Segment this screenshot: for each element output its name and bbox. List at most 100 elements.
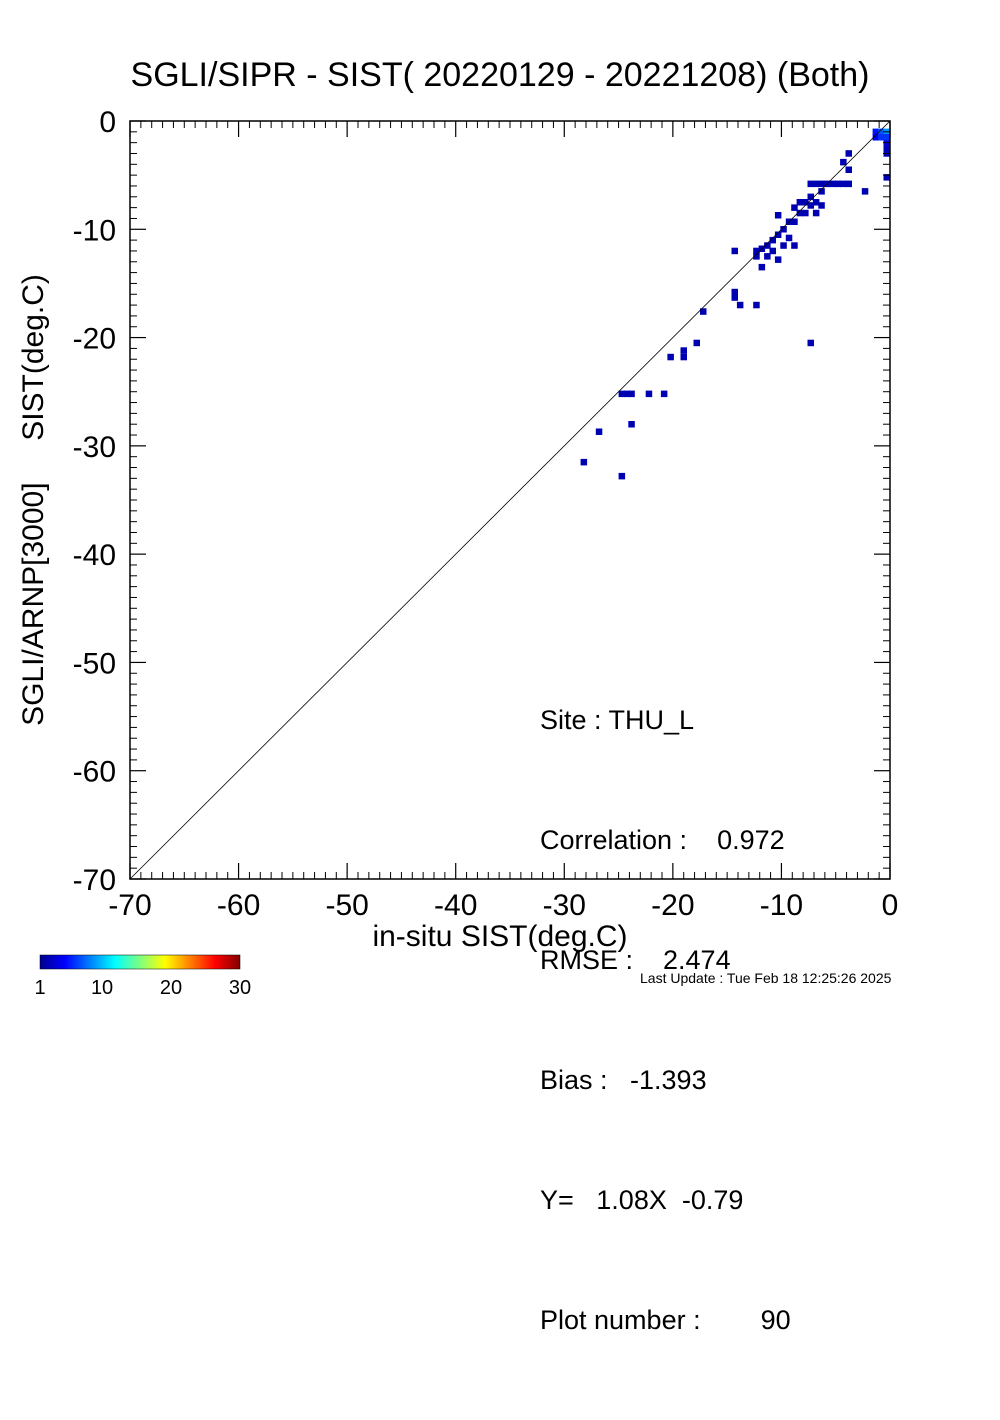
colorbar-label: 30: [229, 977, 251, 999]
heatmap-cell: [693, 339, 700, 347]
chart-title: SGLI/SIPR - SIST( 20220129 - 20221208) (…: [130, 56, 870, 94]
heatmap-cell: [624, 390, 631, 398]
y-tick-label: -60: [73, 756, 116, 789]
colorbar: [39, 954, 241, 970]
x-tick-label: -70: [108, 889, 151, 922]
heatmap-cell: [764, 242, 771, 249]
heatmap-cell: [796, 199, 804, 206]
heatmap-cell: [883, 174, 890, 181]
heatmap-cell: [834, 180, 842, 188]
heatmap-cell: [845, 166, 852, 173]
stat-bias: Bias : -1.393: [540, 1065, 707, 1095]
heatmap-cell: [780, 226, 787, 233]
stat-rmse: RMSE : 2.474: [540, 945, 731, 975]
stat-plot-number: Plot number : 90: [540, 1305, 791, 1335]
x-tick-label: -60: [217, 889, 260, 922]
heatmap-cell: [872, 128, 880, 136]
heatmap-cell: [840, 158, 847, 166]
heatmap-cell: [807, 202, 814, 209]
heatmap-cell: [796, 209, 804, 217]
heatmap-cell: [700, 308, 707, 315]
heatmap-cell: [753, 247, 760, 255]
heatmap-cell: [812, 209, 820, 217]
heatmap-cell: [812, 180, 820, 188]
heatmap-cell: [753, 301, 760, 309]
plot-area: -70 -60 -50 -40 -30 -20 -10 0 -70 -60 -50 -40 -30 -20…: [34, 106, 899, 999]
heatmap-cell: [818, 180, 825, 188]
y-tick-label: -20: [73, 323, 116, 356]
heatmap-cell: [680, 353, 687, 361]
heatmap-cell: [769, 236, 776, 244]
heatmap-cell: [807, 180, 814, 188]
minor-ticks: [130, 121, 890, 879]
heatmap-cell: [769, 247, 776, 255]
heatmap-cell: [883, 144, 890, 152]
heatmap-cell: [645, 390, 653, 398]
y-tick-label: -50: [73, 647, 116, 680]
x-tick-label: -10: [760, 889, 803, 922]
heatmap-cell: [774, 231, 782, 238]
heatmap-cell: [618, 390, 626, 398]
heatmap-cell: [840, 180, 847, 188]
heatmap-cell: [758, 263, 766, 271]
heatmap-cell: [829, 180, 836, 188]
heatmap-cell: [807, 339, 814, 347]
heatmap-cell: [791, 242, 798, 249]
heatmap-cell: [878, 128, 885, 136]
heatmap-cell: [818, 202, 825, 209]
heatmap-cell: [791, 218, 798, 225]
x-tick-label: 0: [882, 889, 899, 922]
heatmap-cell: [785, 234, 793, 242]
heatmap-cell: [731, 288, 738, 296]
heatmap-cell: [753, 253, 760, 260]
colorbar-labels: 1 10 20 30: [34, 977, 251, 999]
y-tick-label: 0: [99, 106, 116, 139]
heatmap-cell: [861, 188, 869, 195]
y-tick-label: -10: [73, 214, 116, 247]
y-tick-label: -40: [73, 539, 116, 572]
heatmap-cell: [802, 199, 809, 206]
heatmap-cell: [736, 301, 744, 309]
heatmap-cell: [731, 247, 738, 255]
heatmap-cell: [628, 390, 635, 398]
heatmap-cell: [791, 204, 798, 211]
x-tick-label: -50: [325, 889, 368, 922]
stat-correlation: Correlation : 0.972: [540, 825, 785, 855]
heatmap-cell: [802, 209, 809, 217]
heatmap-cell: [878, 134, 885, 141]
major-ticks: [129, 120, 891, 880]
tick-labels: -70 -60 -50 -40 -30 -20 -10 0 -70 -60 -50 -40 -30 -20…: [73, 106, 899, 922]
heatmap-cell: [660, 390, 668, 398]
x-tick-label: -20: [651, 889, 694, 922]
heatmap-cell: [845, 180, 852, 188]
heatmap-cell: [680, 347, 687, 354]
heatmap-cell: [883, 134, 890, 141]
heatmap-cell: [774, 212, 782, 219]
heatmap-cell: [807, 193, 814, 201]
heatmap-cell: [580, 458, 588, 466]
colorbar-label: 20: [160, 977, 182, 999]
heatmap-cell: [845, 150, 852, 157]
heatmap-cell: [628, 421, 635, 428]
heatmap-cell: [618, 472, 626, 480]
heatmap-cell: [667, 353, 674, 361]
heatmap-cell: [818, 188, 825, 195]
heatmap-cells: [580, 128, 890, 480]
heatmap-cell: [731, 294, 738, 301]
y-tick-label: -70: [73, 864, 116, 897]
stat-site: Site : THU_L: [540, 705, 695, 735]
colorbar-label: 1: [34, 977, 45, 999]
one-to-one-line: [129, 120, 891, 880]
colorbar-label: 10: [91, 977, 113, 999]
heatmap-cell: [595, 428, 603, 435]
y-tick-label: -30: [73, 431, 116, 464]
heatmap-cell: [872, 134, 880, 141]
scatter-density-chart: SGLI/SIPR - SIST( 20220129 - 20221208) (…: [17, 56, 899, 1335]
x-axis-label: in-situ SIST(deg.C): [372, 920, 628, 953]
x-tick-label: -30: [543, 889, 586, 922]
last-update: Last Update : Tue Feb 18 12:25:26 2025: [640, 970, 892, 986]
stats-panel: Site : THU_L Correlation : 0.972 RMSE : …: [540, 620, 791, 1420]
x-tick-label: -40: [434, 889, 477, 922]
heatmap-cell: [764, 253, 771, 260]
heatmap-cell: [780, 242, 787, 249]
